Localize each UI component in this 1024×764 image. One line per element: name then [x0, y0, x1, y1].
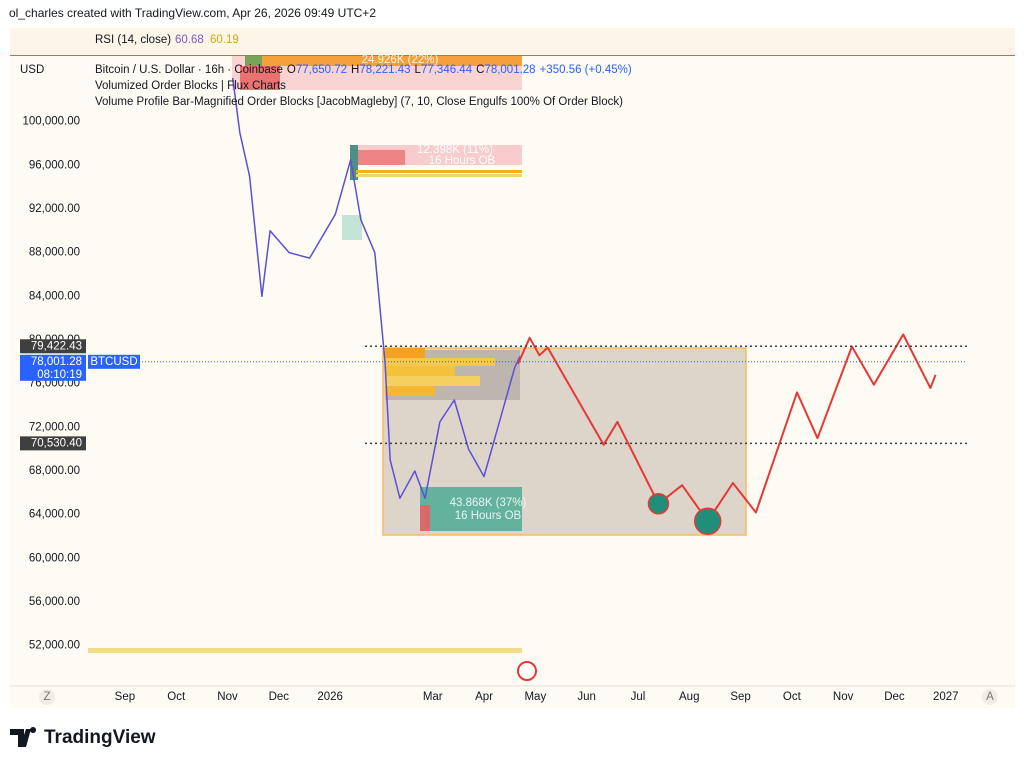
symbol-tag: [88, 354, 140, 369]
a-button[interactable]: [982, 689, 998, 705]
volume-profile-bar: [385, 386, 435, 396]
x-tick-label: 2027: [933, 691, 959, 703]
y-tick-label: 88,000.00: [29, 247, 80, 259]
order-blocks: 24.926K (22%) 12.398K (11%) 16 Hours OB …: [88, 54, 747, 681]
logo-icon: [517, 661, 537, 681]
ohlc-label: C: [476, 64, 485, 76]
x-tick-label: Aug: [679, 691, 699, 703]
ohlc-value: 77,650.72: [295, 64, 348, 76]
price-tag: [20, 354, 86, 381]
x-tick-label: 2026: [317, 691, 343, 703]
block-volume: 24.926K (22%): [362, 54, 439, 66]
ohlc-label: L: [414, 64, 421, 76]
price-tag: [20, 436, 86, 451]
x-tick-label: Jul: [631, 691, 646, 703]
rsi-value: 60.68: [175, 34, 204, 46]
order-block-bar: [355, 150, 405, 165]
ohlc-value: 77,346.44: [420, 64, 473, 76]
order-block-bar: [245, 56, 262, 66]
order-block-bar: [420, 505, 430, 531]
rsi-pane: [10, 28, 1015, 55]
order-block-bar: [240, 66, 280, 90]
volume-profile-bar: [385, 348, 425, 358]
y-tick-label: 68,000.00: [29, 465, 80, 477]
y-tick-label: 84,000.00: [29, 290, 80, 302]
symbol-tag-label: BTCUSD: [90, 356, 137, 368]
volume-profile-bar: [385, 376, 480, 386]
marker: [647, 493, 670, 515]
x-tick-label: Mar: [423, 691, 443, 703]
x-tick-label: Jun: [577, 691, 596, 703]
volume-profile-bar: [385, 366, 455, 376]
a-button-label[interactable]: A: [986, 691, 994, 703]
y-tick-label: 56,000.00: [29, 596, 80, 608]
order-block: [420, 487, 522, 531]
price-tag-label: 78,001.28: [31, 356, 82, 368]
block-label: 16 Hours OB: [429, 155, 496, 167]
order-block: [88, 648, 522, 653]
order-block-bar: [262, 56, 522, 66]
rsi-ma-value: 60.19: [210, 34, 239, 46]
symbol: Bitcoin / U.S. Dollar · 16h · Coinbase: [95, 64, 283, 76]
currency: USD: [20, 64, 45, 76]
order-block: [342, 215, 362, 240]
x-tick-label: Dec: [269, 691, 290, 703]
marker: [693, 507, 722, 535]
x-tick-label: Sep: [115, 691, 135, 703]
rsi-label: RSI (14, close): [95, 34, 171, 46]
price-tag-label: 70,530.40: [31, 437, 82, 449]
block-volume: 12.398K (11%): [417, 144, 493, 156]
brand-name: TradingView: [44, 727, 156, 748]
x-tick-label: Nov: [833, 691, 854, 703]
x-tick-label: Sep: [730, 691, 750, 703]
volume-profile-bar: [385, 358, 495, 366]
y-tick-label: 96,000.00: [29, 159, 80, 171]
y-tick-label: 72,000.00: [29, 421, 80, 433]
ohlc-label: H: [351, 64, 360, 76]
x-tick-label: Oct: [783, 691, 802, 703]
block-volume: 43.868K (37%): [450, 497, 527, 509]
brand-logo: [10, 727, 37, 747]
order-block-bar: [350, 145, 358, 180]
x-tick-label: Dec: [884, 691, 905, 703]
price-tag: [20, 339, 86, 354]
change: +350.56 (+0.45%): [539, 64, 632, 76]
y-tick-label: 100,000.00: [22, 116, 80, 128]
block-label: 16 Hours OB: [455, 510, 522, 522]
x-tick-label: Nov: [217, 691, 238, 703]
ohlc-label: O: [286, 64, 296, 76]
z-button-label[interactable]: Z: [43, 691, 50, 703]
order-block-bar: [356, 174, 522, 177]
indicator-legend: Volume Profile Bar-Magnified Order Block…: [95, 96, 623, 108]
brand: TradingView: [10, 727, 156, 748]
x-tick-label: Oct: [167, 691, 186, 703]
price-tag-label: 79,422.43: [31, 340, 82, 352]
countdown: 08:10:19: [37, 369, 82, 381]
y-tick-label: 64,000.00: [29, 509, 80, 521]
indicator-legend: Volumized Order Blocks | Flux Charts: [95, 80, 286, 92]
ohlc-value: 78,221.43: [359, 64, 411, 76]
series-line: [516, 333, 937, 523]
order-block-bar: [356, 170, 522, 173]
y-tick-label: 52,000.00: [29, 640, 80, 652]
header-text: ol_charles created with TradingView.com,…: [9, 6, 376, 20]
x-tick-label: Apr: [475, 691, 493, 703]
z-button[interactable]: [39, 689, 55, 705]
y-tick-label: 92,000.00: [29, 203, 80, 215]
x-tick-label: May: [524, 691, 546, 703]
y-tick-label: 60,000.00: [29, 552, 80, 564]
ohlc-value: 78,001.28: [484, 64, 536, 76]
symbol-legend: Bitcoin / U.S. Dollar · 16h · Coinbase O7…: [95, 64, 636, 76]
